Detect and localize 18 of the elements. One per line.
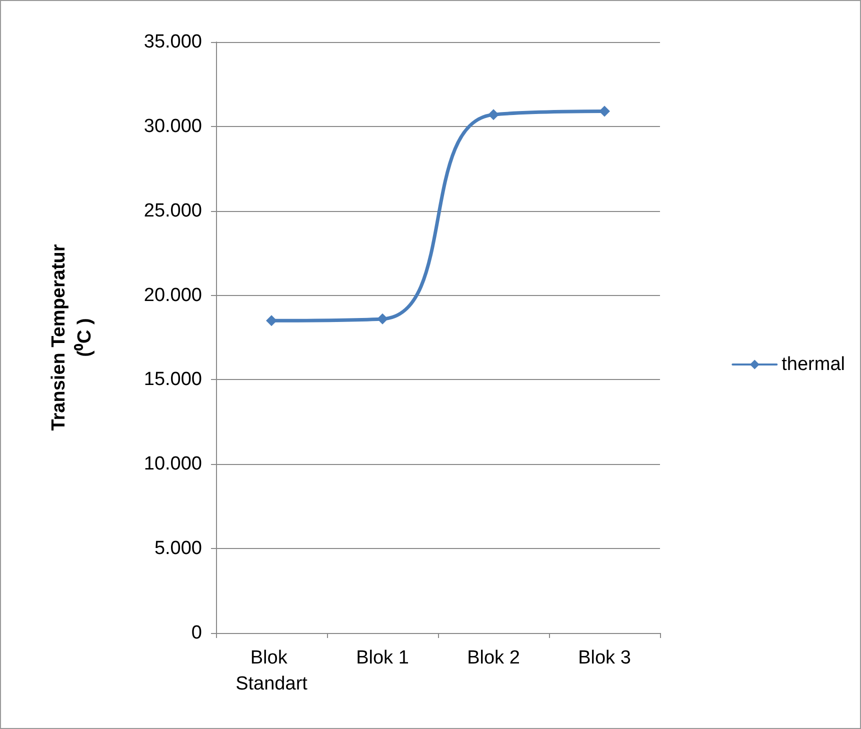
y-tick-label: 20.000 bbox=[144, 284, 202, 306]
y-tick-label: 25.000 bbox=[144, 200, 202, 222]
y-tick-label: 10.000 bbox=[144, 454, 202, 475]
point bbox=[488, 109, 499, 120]
point bbox=[377, 313, 388, 324]
point bbox=[599, 106, 610, 117]
y-tick-label: 0 bbox=[191, 622, 202, 644]
y-tick-label: 15.000 bbox=[144, 369, 202, 390]
x-tick-label: Blok 1 bbox=[356, 648, 409, 668]
y-axis-title: Transien Temperatur (⁰C ) bbox=[48, 244, 96, 431]
legend-label: thermal bbox=[782, 354, 846, 375]
x-tick-label: Blok Standart bbox=[236, 648, 308, 694]
x-tick-label: Blok 2 bbox=[467, 648, 520, 668]
y-tick-label: 30.000 bbox=[144, 116, 202, 137]
y-tick-label: 5.000 bbox=[154, 538, 202, 560]
y-tick-label: 35.000 bbox=[144, 32, 202, 52]
x-tick-label: Blok 3 bbox=[578, 648, 631, 668]
point bbox=[266, 315, 277, 326]
